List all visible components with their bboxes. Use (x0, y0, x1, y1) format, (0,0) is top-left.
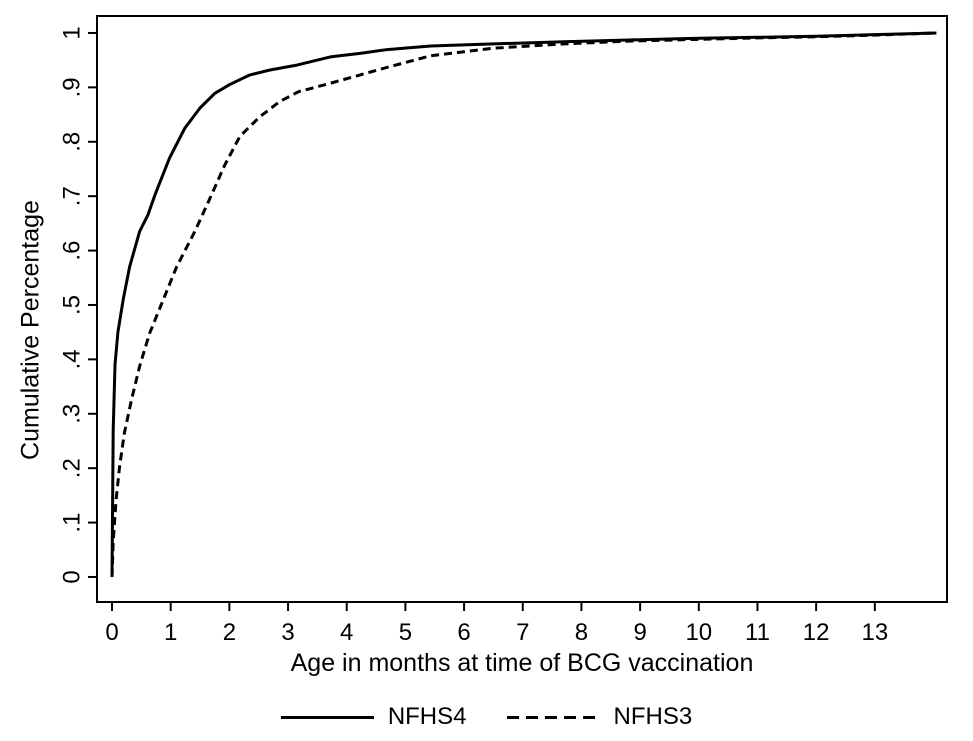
y-tick-label: .3 (59, 404, 86, 424)
series-nfhs3-line (110, 31, 937, 578)
x-tick-label: 11 (745, 619, 770, 646)
solid-line-icon (280, 715, 374, 719)
x-axis-title: Age in months at time of BCG vaccination (290, 649, 754, 677)
legend-label-nfhs4: NFHS4 (387, 703, 467, 730)
x-tick-label: 6 (457, 619, 470, 646)
x-tick-label: 7 (516, 619, 529, 646)
plot-frame (96, 15, 948, 603)
legend-item-nfhs4: NFHS4 (280, 703, 467, 731)
dashed-line-icon (506, 715, 600, 719)
y-tick-label: .2 (59, 458, 86, 478)
x-tick-label: 4 (340, 619, 353, 646)
y-axis-title: Cumulative Percentage (16, 200, 45, 460)
series-nfhs4-line (110, 31, 937, 578)
x-tick-label: 8 (575, 619, 588, 646)
x-tick-label: 9 (633, 619, 646, 646)
legend-item-nfhs3: NFHS3 (506, 703, 693, 731)
x-tick-label: 2 (223, 619, 236, 646)
y-tick-label: 0 (59, 570, 86, 583)
y-tick-label: .9 (59, 77, 86, 97)
x-tick-label: 5 (399, 619, 412, 646)
x-tick-label: 12 (803, 619, 830, 646)
y-tick-label: .1 (59, 513, 86, 533)
y-tick-label: .5 (59, 295, 86, 315)
y-tick-label: 1 (59, 26, 86, 39)
y-tick-label: .4 (59, 349, 86, 369)
legend: NFHS4 NFHS3 (0, 701, 973, 733)
x-tick-label: 13 (861, 619, 888, 646)
y-tick-label: .8 (59, 132, 86, 152)
x-tick-label: 0 (105, 619, 118, 646)
x-tick-label: 10 (685, 619, 712, 646)
y-tick-label: .6 (59, 241, 86, 261)
x-tick-label: 3 (281, 619, 294, 646)
legend-label-nfhs3: NFHS3 (613, 703, 693, 730)
y-tick-label: .7 (59, 186, 86, 206)
x-tick-label: 1 (164, 619, 177, 646)
